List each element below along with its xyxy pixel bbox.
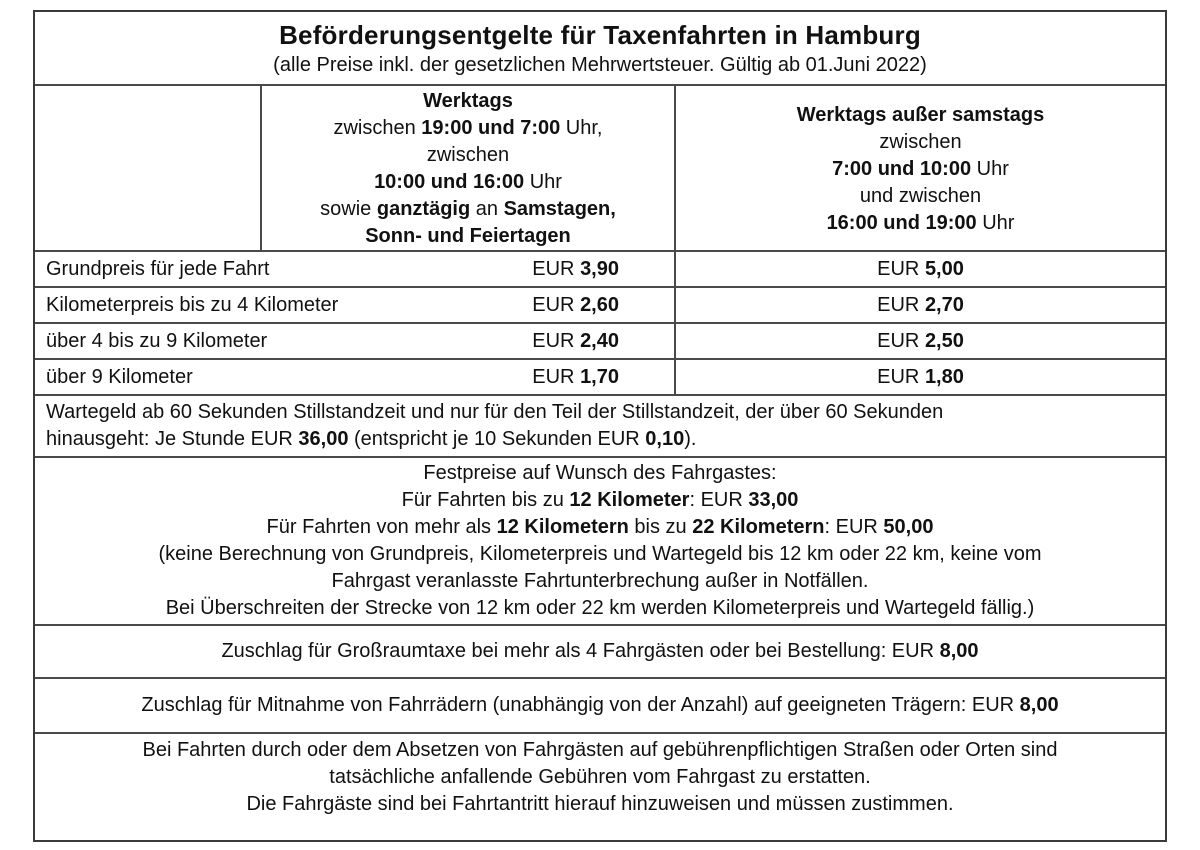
price-value: 2,60	[580, 293, 619, 316]
fixed-prices-line: Für Fahrten bis zu 12 Kilometer: EUR 33,…	[401, 489, 799, 511]
tariff1-header-line: zwischen	[426, 144, 510, 166]
fare-price-tariff2: EUR 2,50	[674, 324, 1165, 358]
fixed-prices-note: Festpreise auf Wunsch des Fahrgastes: Fü…	[35, 456, 1165, 624]
fare-cell: Kilometerpreis bis zu 4 Kilometer EUR 2,6…	[35, 288, 674, 322]
tariff2-header-line: und zwischen	[859, 184, 982, 207]
tariff1-header-line: 10:00 und 16:00 Uhr	[374, 171, 562, 193]
tariff1-header-line: Werktags	[423, 90, 513, 112]
price-value: 2,70	[924, 293, 964, 316]
fare-label: über 4 bis zu 9 Kilometer	[46, 329, 268, 352]
waiting-fee-line: Wartegeld ab 60 Sekunden Stillstandzeit …	[46, 401, 944, 423]
fare-cell: Grundpreis für jede Fahrt EUR 3,90	[35, 252, 674, 286]
toll-note-line: Bei Fahrten durch oder dem Absetzen von …	[142, 738, 1058, 761]
price-value: 1,70	[580, 365, 619, 388]
currency-label: EUR	[877, 293, 920, 316]
fare-price-tariff2: EUR 1,80	[674, 360, 1165, 394]
price-value: 1,80	[924, 365, 964, 388]
tariff1-header: Werktags zwischen 19:00 und 7:00 Uhr, zw…	[260, 86, 674, 250]
surcharge-large-taxi-line: Zuschlag für Großraumtaxe bei mehr als 4…	[221, 640, 979, 662]
fare-row-4-to-9km: über 4 bis zu 9 Kilometer EUR 2,40 EUR 2,5…	[35, 322, 1165, 358]
tariff1-header-line: sowie ganztägig an Samstagen,	[320, 198, 616, 220]
surcharge-bicycles-line: Zuschlag für Mitnahme von Fahrrädern (un…	[141, 694, 1059, 716]
fare-row-base-price: Grundpreis für jede Fahrt EUR 3,90 EUR 5,0…	[35, 250, 1165, 286]
currency-label: EUR	[532, 329, 575, 352]
fare-price-tariff2: EUR 2,70	[674, 288, 1165, 322]
fare-label: Kilometerpreis bis zu 4 Kilometer	[46, 293, 339, 316]
empty-corner-cell	[35, 86, 260, 250]
tariff-header-row: Werktags zwischen 19:00 und 7:00 Uhr, zw…	[35, 84, 1165, 250]
fare-cell: über 9 Kilometer EUR 1,70	[35, 360, 674, 394]
fare-price-tariff1: EUR 2,60	[532, 294, 619, 317]
price-value: 2,50	[924, 329, 964, 352]
tariff2-header-line: 7:00 und 10:00 Uhr	[832, 157, 1009, 180]
surcharge-bicycles-note: Zuschlag für Mitnahme von Fahrrädern (un…	[35, 677, 1165, 732]
fixed-prices-line: (keine Berechnung von Grundpreis, Kilome…	[158, 543, 1042, 565]
price-value: 5,00	[924, 257, 964, 280]
tariff2-header-line: zwischen	[879, 130, 962, 153]
fare-price-tariff1: EUR 2,40	[532, 330, 619, 353]
waiting-fee-line: hinausgeht: Je Stunde EUR 36,00 (entspri…	[46, 428, 697, 450]
price-value: 2,40	[580, 329, 619, 352]
fare-label: Grundpreis für jede Fahrt	[46, 257, 270, 280]
fare-row-km-price-to-4km: Kilometerpreis bis zu 4 Kilometer EUR 2,6…	[35, 286, 1165, 322]
currency-label: EUR	[877, 257, 920, 280]
currency-label: EUR	[877, 329, 920, 352]
tariff2-header: Werktags außer samstags zwischen 7:00 un…	[674, 86, 1165, 250]
fixed-prices-line: Für Fahrten von mehr als 12 Kilometern b…	[266, 516, 934, 538]
toll-reimbursement-note: Bei Fahrten durch oder dem Absetzen von …	[35, 732, 1165, 820]
surcharge-large-taxi-note: Zuschlag für Großraumtaxe bei mehr als 4…	[35, 624, 1165, 677]
currency-label: EUR	[532, 293, 575, 316]
fixed-prices-line: Bei Überschreiten der Strecke von 12 km …	[165, 597, 1035, 619]
currency-label: EUR	[532, 257, 575, 280]
tariff2-header-line: Werktags außer samstags	[796, 103, 1045, 126]
fare-row-over-9km: über 9 Kilometer EUR 1,70 EUR 1,80	[35, 358, 1165, 394]
toll-note-line: Die Fahrgäste sind bei Fahrtantritt hier…	[246, 792, 954, 815]
currency-label: EUR	[877, 365, 920, 388]
title-section: Beförderungsentgelte für Taxenfahrten in…	[35, 12, 1165, 84]
fixed-prices-line: Fahrgast veranlasste Fahrtunterbrechung …	[331, 570, 869, 592]
tariff1-header-line: zwischen 19:00 und 7:00 Uhr,	[333, 117, 603, 139]
fixed-prices-line: Festpreise auf Wunsch des Fahrgastes:	[423, 462, 777, 484]
fare-price-tariff1: EUR 1,70	[532, 366, 619, 389]
waiting-fee-note: Wartegeld ab 60 Sekunden Stillstandzeit …	[35, 394, 1165, 456]
toll-note-line: tatsächliche anfallende Gebühren vom Fah…	[329, 765, 871, 788]
fare-cell: über 4 bis zu 9 Kilometer EUR 2,40	[35, 324, 674, 358]
currency-label: EUR	[532, 365, 575, 388]
page-subtitle: (alle Preise inkl. der gesetzlichen Mehr…	[273, 53, 927, 76]
page-title: Beförderungsentgelte für Taxenfahrten in…	[279, 19, 921, 50]
tariff1-header-line: Sonn- und Feiertagen	[365, 225, 571, 247]
fare-price-tariff1: EUR 3,90	[532, 258, 619, 281]
fare-table: Beförderungsentgelte für Taxenfahrten in…	[33, 10, 1167, 842]
tariff2-header-line: 16:00 und 19:00 Uhr	[826, 211, 1015, 234]
fare-price-tariff2: EUR 5,00	[674, 252, 1165, 286]
price-value: 3,90	[580, 257, 619, 280]
fare-label: über 9 Kilometer	[46, 365, 193, 388]
